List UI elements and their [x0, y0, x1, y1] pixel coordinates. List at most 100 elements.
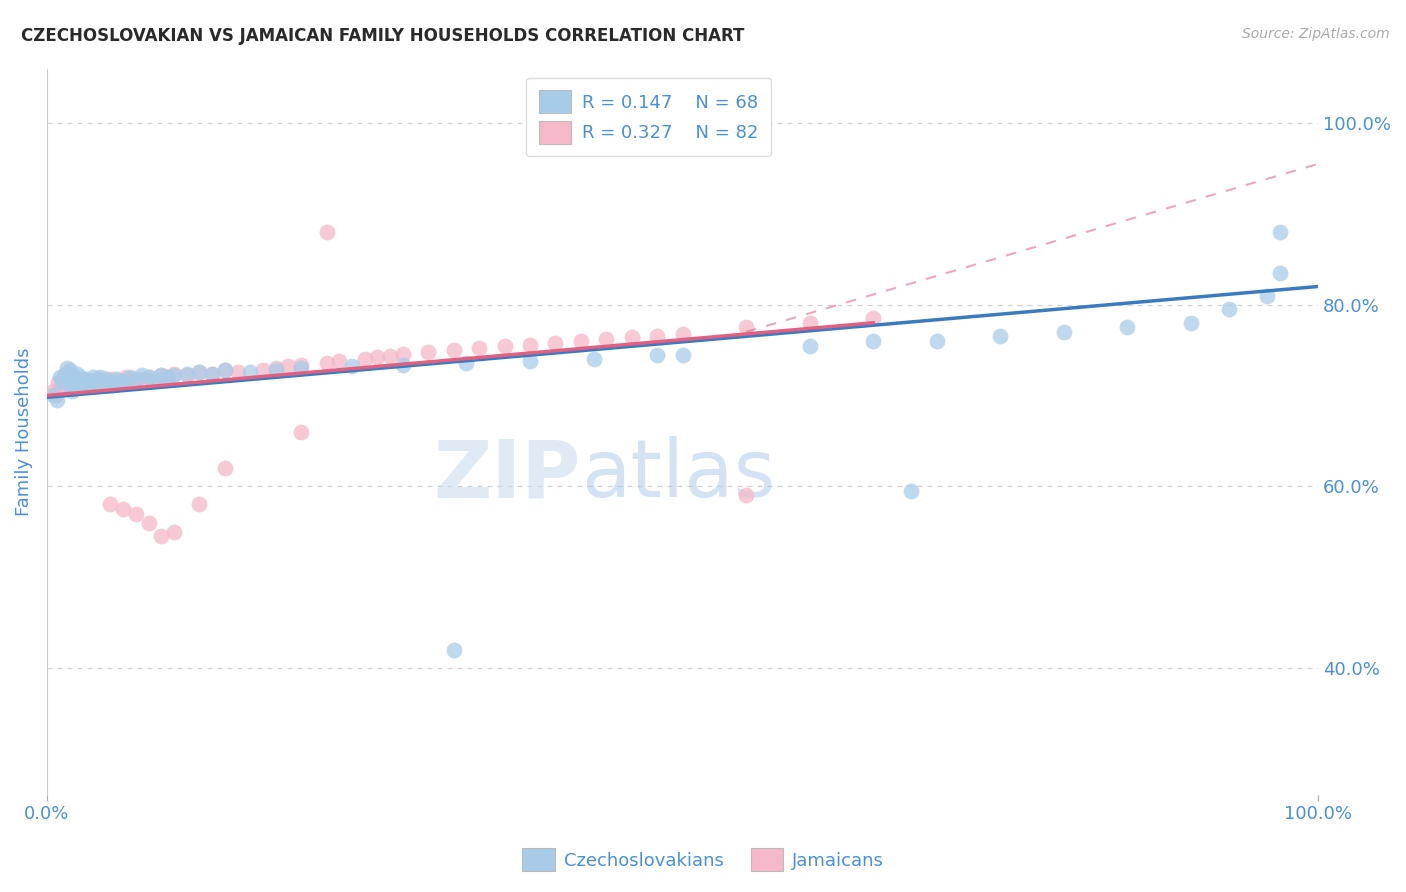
Point: [58, 372, 80, 386]
Point: [118, 370, 141, 384]
Point: [582, 352, 605, 367]
Point: [62, 376, 84, 390]
Point: [544, 335, 567, 350]
Point: [66, 377, 89, 392]
Point: [735, 320, 758, 334]
Point: [60, 379, 83, 393]
Point: [1053, 325, 1076, 339]
Point: [58, 368, 80, 383]
Point: [112, 374, 135, 388]
Point: [156, 370, 179, 384]
Point: [69, 370, 91, 384]
Point: [65, 372, 87, 386]
Point: [72, 379, 94, 393]
Point: [569, 334, 592, 348]
Point: [110, 376, 132, 390]
Point: [988, 329, 1011, 343]
Point: [73, 377, 96, 392]
Point: [799, 316, 821, 330]
Point: [150, 529, 173, 543]
Point: [70, 379, 93, 393]
Point: [862, 311, 884, 326]
Point: [45, 388, 67, 402]
Point: [52, 372, 75, 386]
Point: [138, 370, 160, 384]
Point: [1218, 302, 1240, 317]
Y-axis label: Family Households: Family Households: [15, 348, 32, 516]
Point: [163, 367, 186, 381]
Point: [66, 367, 89, 381]
Point: [82, 370, 104, 384]
Point: [100, 498, 122, 512]
Point: [315, 356, 337, 370]
Point: [595, 332, 617, 346]
Point: [239, 365, 262, 379]
Point: [925, 334, 948, 348]
Point: [1268, 225, 1291, 239]
Point: [188, 498, 211, 512]
Point: [156, 370, 179, 384]
Point: [1256, 288, 1278, 302]
Point: [290, 358, 312, 372]
Point: [87, 372, 110, 386]
Point: [94, 372, 117, 386]
Point: [862, 334, 884, 348]
Point: [671, 326, 693, 341]
Point: [456, 356, 478, 370]
Point: [52, 372, 75, 386]
Point: [143, 372, 166, 386]
Point: [176, 367, 198, 381]
Point: [519, 337, 541, 351]
Point: [176, 368, 198, 383]
Point: [60, 379, 83, 393]
Point: [96, 372, 118, 386]
Point: [366, 351, 388, 365]
Point: [49, 379, 72, 393]
Point: [143, 372, 166, 386]
Point: [84, 374, 107, 388]
Point: [112, 502, 135, 516]
Point: [60, 381, 83, 395]
Point: [264, 363, 287, 377]
Point: [84, 376, 107, 390]
Point: [226, 365, 249, 379]
Point: [51, 375, 73, 389]
Point: [73, 372, 96, 386]
Text: CZECHOSLOVAKIAN VS JAMAICAN FAMILY HOUSEHOLDS CORRELATION CHART: CZECHOSLOVAKIAN VS JAMAICAN FAMILY HOUSE…: [21, 27, 744, 45]
Point: [101, 377, 124, 392]
Point: [42, 388, 65, 402]
Point: [645, 328, 668, 343]
Point: [67, 374, 90, 388]
Point: [214, 461, 236, 475]
Point: [799, 338, 821, 352]
Point: [188, 365, 211, 379]
Point: [55, 366, 77, 380]
Point: [264, 361, 287, 376]
Point: [79, 377, 101, 392]
Point: [418, 344, 440, 359]
Point: [163, 368, 186, 383]
Point: [1180, 316, 1202, 330]
Point: [46, 392, 69, 407]
Text: ZIP: ZIP: [433, 436, 581, 515]
Point: [340, 359, 363, 374]
Legend: R = 0.147    N = 68, R = 0.327    N = 82: R = 0.147 N = 68, R = 0.327 N = 82: [526, 78, 772, 156]
Point: [138, 370, 160, 384]
Point: [75, 376, 97, 390]
Point: [101, 372, 124, 386]
Point: [110, 374, 132, 388]
Point: [56, 375, 79, 389]
Point: [620, 330, 643, 344]
Point: [252, 363, 274, 377]
Point: [378, 349, 401, 363]
Point: [735, 488, 758, 502]
Point: [671, 348, 693, 362]
Point: [80, 374, 103, 388]
Point: [76, 374, 98, 388]
Point: [1116, 320, 1139, 334]
Point: [98, 377, 121, 392]
Point: [114, 370, 136, 384]
Point: [277, 359, 299, 374]
Point: [131, 368, 153, 383]
Point: [900, 483, 922, 498]
